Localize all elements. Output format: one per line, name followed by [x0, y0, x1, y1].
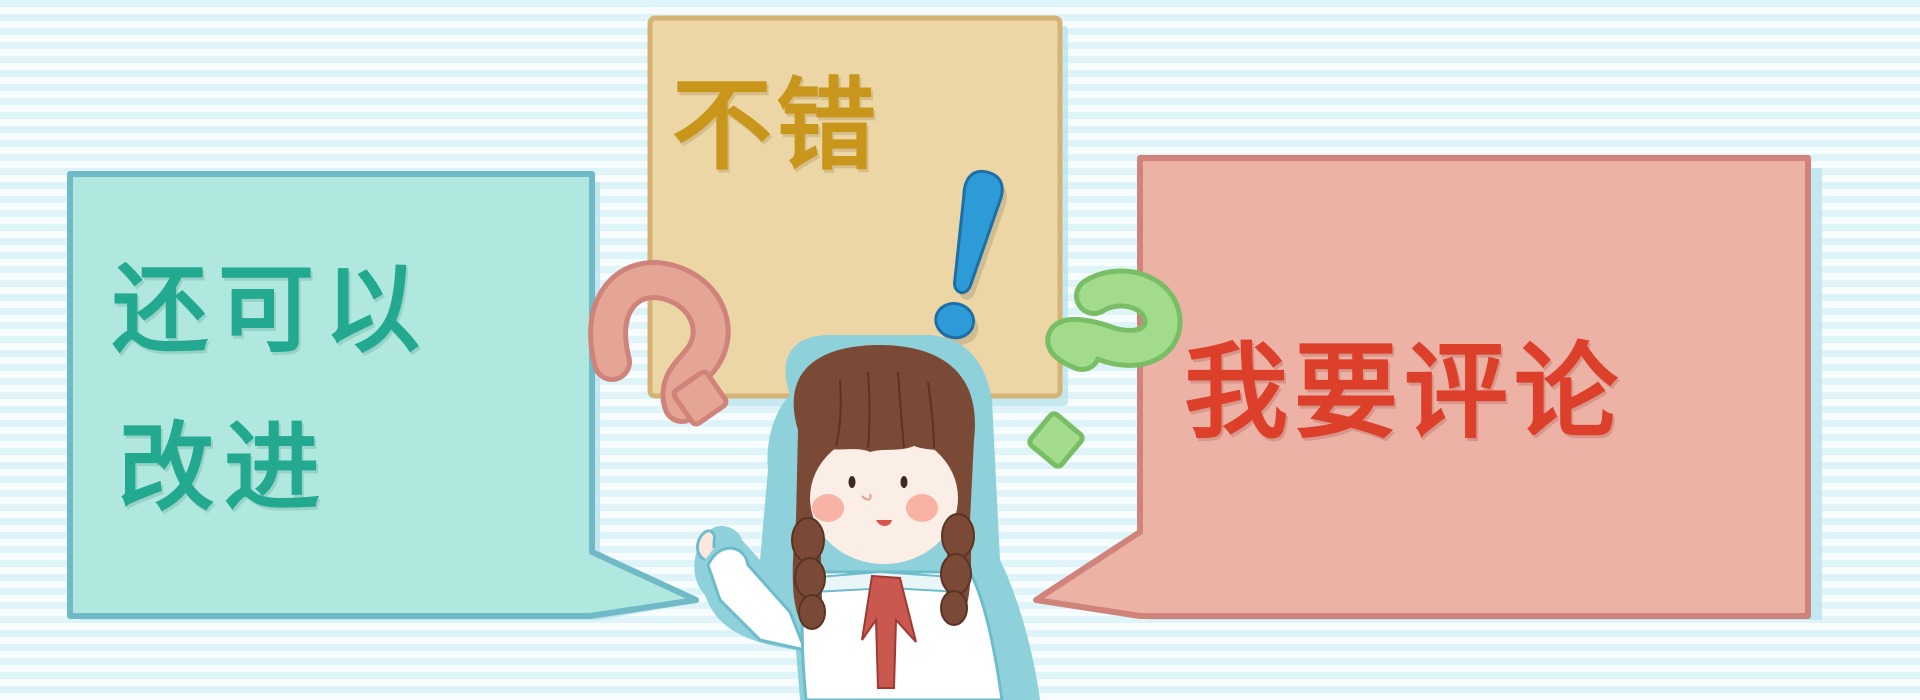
improve-bubble-line-2: 改进 [118, 412, 330, 524]
face [810, 432, 958, 564]
left-eye [848, 476, 856, 488]
raised-arm [706, 546, 808, 653]
right-cheek [906, 494, 938, 522]
right-eye [900, 476, 908, 488]
pointing-hand [696, 529, 716, 562]
comment-bubble-text: 我要评论 [1184, 331, 1625, 453]
red-scarf [861, 574, 917, 689]
hair-strands [835, 371, 935, 449]
right-braid [940, 513, 975, 626]
good-bubble-text: 不错 [672, 67, 880, 184]
question-mark-left-icon [588, 260, 731, 427]
question-mark-right-icon [1027, 268, 1183, 469]
left-braid [791, 517, 826, 630]
left-cheek [812, 494, 844, 522]
bangs [806, 368, 964, 458]
improve-bubble [67, 171, 699, 620]
comment-bubble [1033, 155, 1822, 620]
girl-character [694, 335, 1040, 700]
nose [861, 493, 872, 501]
mouth [876, 520, 892, 526]
improve-bubble-line-1: 还可以 [112, 254, 430, 366]
exclamation-icon [934, 169, 1007, 345]
